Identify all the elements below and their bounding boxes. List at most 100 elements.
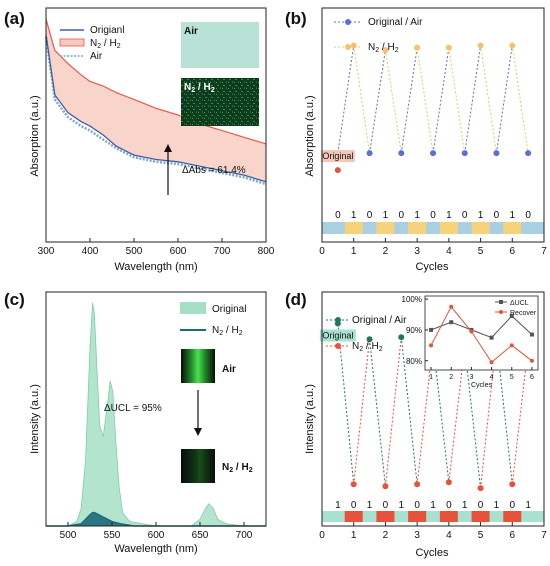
x-tick-label: 550 [104,530,121,541]
state-label: 0 [525,210,531,221]
legend-air-label: Air [90,51,103,62]
cycle-segment [369,339,386,487]
state-label: 1 [351,210,357,221]
legend-d-green-label: Original / Air [352,315,407,326]
x-tick-label: 3 [414,530,420,541]
inset-point-ducl [449,320,454,325]
inset-c-n2h2-label: N2 / H2 [222,462,253,474]
cycle-segment [400,47,418,154]
x-tick-label: 6 [510,530,516,541]
state-block-on [408,222,427,234]
x-tick-label: 6 [510,246,516,257]
n2h2-point [350,42,357,49]
n2h2-point [414,481,421,488]
cycle-segment [353,339,371,485]
x-tick-label: 500 [126,246,143,257]
n2h2-point [477,42,484,49]
x-tick-label: 7 [541,530,547,541]
x-tick-label: 600 [148,530,165,541]
panel-c-legend: Original N2 / H2 [180,302,246,337]
state-block-off [471,511,490,522]
n2h2-point [445,479,452,486]
x-tick-label: 5 [478,246,484,257]
inset-c-air-image [181,349,215,383]
inset-point-recover [429,343,434,348]
cycle-segment [448,47,466,154]
legend-d-red-label: N2 / H2 [352,341,383,353]
inset-c-n2h2-image [181,449,215,483]
original-tag-bg [319,329,356,342]
x-tick-label: 4 [446,530,452,541]
state-block-on [376,222,395,234]
inset-point-ducl [429,327,434,332]
state-label: 0 [335,210,341,221]
legend-c-n2h2-label: N2 / H2 [212,325,243,337]
inset-y-tick-label: 80% [406,357,422,366]
n2h2-point [477,485,484,492]
panel-b-label: (b) [285,9,307,28]
inset-c-air-label: Air [222,364,236,375]
inset-frame [424,295,539,371]
x-tick-label: 1 [351,246,357,257]
panel-a-arrowhead [164,144,172,152]
cycle-segment [384,50,402,154]
cycle-segment [400,337,418,485]
inset-y-tick-label: 100% [402,295,422,304]
cycle-segment [353,45,371,154]
panel-b-legend: Original / Air N2 / H2 [334,17,423,54]
state-label: 0 [478,500,484,511]
x-tick-label: 500 [60,530,77,541]
state-block-on [471,222,490,234]
cycle-segment [495,45,513,154]
panel-d-xlabel: Cycles [415,547,449,559]
panel-b-frame [321,7,545,243]
inset-x-tick-label: 3 [469,374,473,381]
x-tick-label: 1 [351,530,357,541]
panel-a-frame [45,7,267,243]
cycle-segment [432,343,450,483]
n2h2-point [445,44,452,51]
n2h2-line [45,18,267,145]
state-label: 1 [430,500,436,511]
x-tick-label: 300 [38,246,55,257]
state-block-off [408,511,427,522]
panel-a-plot: 300 400 500 600 700 800 [38,18,275,257]
inset-point-ducl [489,335,494,340]
inset-line-recover [430,305,533,364]
state-label: 1 [446,210,452,221]
inset-air-label: Air [184,26,198,37]
cycle-segment [384,337,402,487]
inset-n2h2-image [181,78,259,126]
state-label: 1 [462,500,468,511]
panel-a-label: (a) [4,9,25,28]
original-start-point [334,167,341,174]
state-block-off [439,511,458,522]
cycle-segment [432,47,450,154]
original-air-point [430,150,436,157]
original-tag: Original [322,151,353,161]
state-label: 1 [494,500,500,511]
original-air-point [525,150,532,157]
panel-c-plot: 500 550 600 650 700 [46,302,266,541]
inset-point-recover [489,360,494,365]
n2h2-spectrum-area [46,512,266,526]
state-label: 1 [478,210,484,221]
x-tick-label: 3 [414,246,420,257]
x-tick-label: 2 [383,530,389,541]
cycle-segment [416,47,434,154]
cycle-segment [337,45,355,154]
original-air-point [366,336,373,343]
legend-c-original-label: Original [212,304,246,315]
state-label: 0 [367,210,373,221]
cycle-segment [480,45,497,154]
state-block-off [344,511,363,522]
original-line [45,34,267,183]
inset-x-tick-label: 6 [530,374,534,381]
panel-c-ylabel: Intensity (a.u.) [29,384,41,454]
panel-a: (a) Absorption (a.u.) Wavelength (nm) 30… [4,7,275,273]
state-block-off [376,511,395,522]
legend-d-green-marker [335,317,341,323]
inset-line-ducl [430,315,533,339]
